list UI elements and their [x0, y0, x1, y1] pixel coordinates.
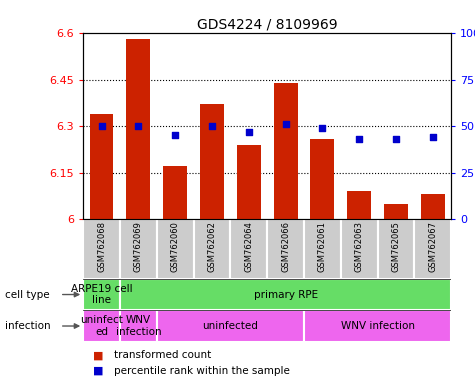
Text: ARPE19 cell
line: ARPE19 cell line	[71, 284, 133, 305]
Text: primary RPE: primary RPE	[254, 290, 318, 300]
Bar	[274, 83, 297, 219]
Text: cell type: cell type	[5, 290, 49, 300]
Bar	[384, 204, 408, 219]
FancyBboxPatch shape	[304, 219, 341, 279]
Text: uninfect
ed: uninfect ed	[80, 315, 123, 337]
FancyBboxPatch shape	[267, 219, 304, 279]
FancyBboxPatch shape	[194, 219, 230, 279]
Text: GSM762068: GSM762068	[97, 221, 106, 272]
FancyBboxPatch shape	[157, 310, 304, 342]
Point	[98, 123, 105, 129]
Point	[282, 121, 289, 127]
Text: GSM762066: GSM762066	[281, 221, 290, 272]
Point	[392, 136, 400, 142]
Text: WNV infection: WNV infection	[341, 321, 415, 331]
Text: GSM762067: GSM762067	[428, 221, 437, 272]
Bar	[163, 167, 187, 219]
Bar	[200, 104, 224, 219]
FancyBboxPatch shape	[120, 310, 157, 342]
Bar	[126, 39, 150, 219]
Text: GSM762060: GSM762060	[171, 221, 180, 272]
FancyBboxPatch shape	[341, 219, 378, 279]
Bar	[90, 114, 114, 219]
Text: GSM762061: GSM762061	[318, 221, 327, 272]
FancyBboxPatch shape	[230, 219, 267, 279]
FancyBboxPatch shape	[83, 279, 120, 310]
Text: ■: ■	[93, 366, 103, 376]
Text: ■: ■	[93, 350, 103, 360]
FancyBboxPatch shape	[378, 219, 414, 279]
Text: WNV
infection: WNV infection	[115, 315, 161, 337]
FancyBboxPatch shape	[157, 219, 194, 279]
Bar	[347, 191, 371, 219]
Text: GSM762063: GSM762063	[355, 221, 364, 272]
Text: transformed count: transformed count	[114, 350, 211, 360]
Bar	[237, 145, 261, 219]
Point	[355, 136, 363, 142]
FancyBboxPatch shape	[414, 219, 451, 279]
FancyBboxPatch shape	[120, 279, 451, 310]
FancyBboxPatch shape	[83, 310, 120, 342]
Point	[171, 132, 179, 139]
Text: infection: infection	[5, 321, 50, 331]
Text: uninfected: uninfected	[202, 321, 258, 331]
Point	[208, 123, 216, 129]
Bar	[311, 139, 334, 219]
Text: GSM762065: GSM762065	[391, 221, 400, 272]
Point	[429, 134, 437, 141]
FancyBboxPatch shape	[304, 310, 451, 342]
Point	[134, 123, 142, 129]
Text: GSM762062: GSM762062	[208, 221, 217, 272]
Text: percentile rank within the sample: percentile rank within the sample	[114, 366, 290, 376]
FancyBboxPatch shape	[83, 219, 120, 279]
Point	[245, 129, 253, 135]
Point	[319, 125, 326, 131]
Title: GDS4224 / 8109969: GDS4224 / 8109969	[197, 18, 338, 32]
Text: GSM762064: GSM762064	[244, 221, 253, 272]
FancyBboxPatch shape	[120, 219, 157, 279]
Text: GSM762069: GSM762069	[134, 221, 143, 272]
Bar	[421, 194, 445, 219]
